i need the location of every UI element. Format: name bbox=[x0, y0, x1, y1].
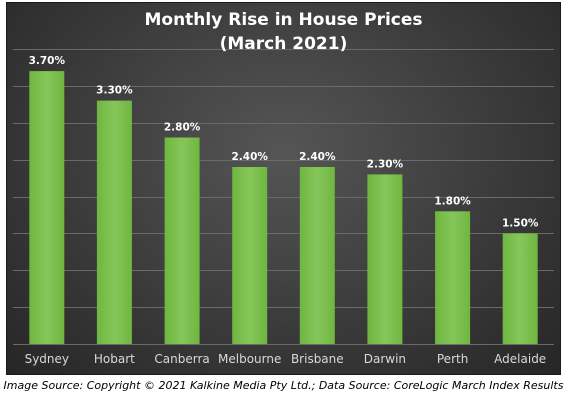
data-label-darwin: 2.30% bbox=[367, 158, 404, 170]
bar-canberra bbox=[164, 137, 200, 344]
x-tick-label-canberra: Canberra bbox=[154, 352, 209, 366]
image-caption: Image Source: Copyright © 2021 Kalkine M… bbox=[3, 379, 564, 392]
x-tick-label-hobart: Hobart bbox=[94, 352, 135, 366]
gridlines bbox=[13, 49, 554, 345]
data-label-hobart: 3.30% bbox=[96, 85, 133, 97]
x-tick-label-adelaide: Adelaide bbox=[494, 352, 546, 366]
bar-darwin bbox=[367, 174, 403, 344]
x-tick-label-sydney: Sydney bbox=[25, 352, 69, 366]
bar-chart: 3.70% Sydney 3.30% Hobart 2.80% Canberra 2.40%… bbox=[13, 49, 554, 366]
bar-sydney bbox=[29, 71, 65, 344]
data-label-adelaide: 1.50% bbox=[502, 217, 539, 229]
data-label-melbourne: 2.40% bbox=[231, 151, 268, 163]
bar-hobart bbox=[96, 100, 132, 344]
data-label-sydney: 3.70% bbox=[29, 55, 66, 67]
data-label-canberra: 2.80% bbox=[164, 122, 201, 134]
data-label-brisbane: 2.40% bbox=[299, 151, 336, 163]
bar-brisbane bbox=[299, 167, 335, 344]
data-label-perth: 1.80% bbox=[434, 195, 471, 207]
chart-subtitle: (March 2021) bbox=[219, 34, 348, 54]
x-tick-label-darwin: Darwin bbox=[364, 352, 406, 366]
bar-perth bbox=[435, 211, 471, 345]
x-tick-label-brisbane: Brisbane bbox=[291, 352, 344, 366]
x-tick-label-perth: Perth bbox=[437, 352, 468, 366]
chart-title: Monthly Rise in House Prices bbox=[144, 10, 423, 30]
x-tick-label-melbourne: Melbourne bbox=[218, 352, 281, 366]
bar-melbourne bbox=[232, 167, 268, 344]
bar-adelaide bbox=[502, 233, 538, 344]
